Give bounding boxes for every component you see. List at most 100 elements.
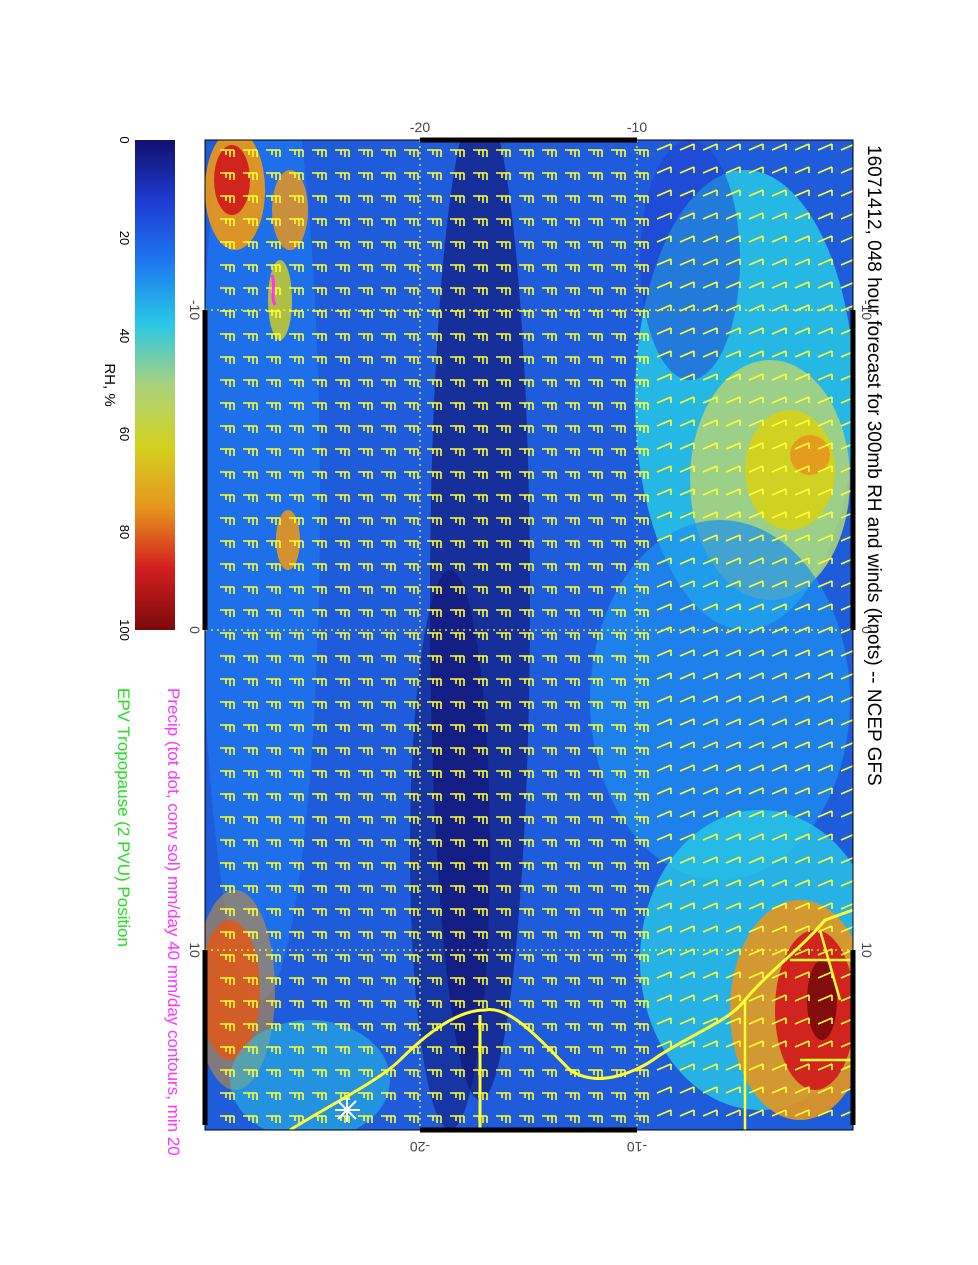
- wind-barb: [634, 1092, 649, 1100]
- wind-barb-stroke: [794, 718, 810, 726]
- wind-barb-stroke: [634, 586, 649, 594]
- wind-barb-stroke: [702, 1109, 718, 1117]
- wind-barb-stroke: [588, 862, 603, 870]
- wind-barb-stroke: [404, 195, 419, 203]
- wind-barb: [817, 350, 833, 358]
- wind-barb-stroke: [542, 494, 557, 502]
- wind-barb: [634, 333, 649, 341]
- wind-barb-stroke: [289, 1069, 304, 1077]
- wind-barb-stroke: [473, 1023, 488, 1031]
- wind-barb: [565, 241, 580, 249]
- wind-barb: [381, 494, 396, 502]
- wind-barb-stroke: [817, 1063, 833, 1071]
- wind-barb: [565, 149, 580, 157]
- rh-blob: [205, 140, 320, 1000]
- wind-barb-stroke: [634, 494, 649, 502]
- wind-barb-stroke: [611, 747, 626, 755]
- top-tick-label: -20: [410, 119, 430, 135]
- wind-barb-stroke: [542, 586, 557, 594]
- wind-barb: [656, 350, 672, 358]
- wind-barb-stroke: [450, 264, 465, 272]
- wind-barb: [404, 862, 419, 870]
- wind-barb-stroke: [611, 563, 626, 571]
- wind-barb: [450, 172, 465, 180]
- wind-barb: [335, 402, 350, 410]
- wind-barb-stroke: [289, 379, 304, 387]
- wind-barb-stroke: [771, 603, 787, 611]
- wind-barb-stroke: [702, 649, 718, 657]
- wind-barb-stroke: [634, 885, 649, 893]
- wind-barb: [588, 471, 603, 479]
- wind-barb: [496, 1115, 511, 1123]
- wind-barb-stroke: [542, 931, 557, 939]
- wind-barb: [404, 908, 419, 916]
- wind-barb-stroke: [771, 580, 787, 588]
- wind-barb: [702, 741, 718, 749]
- wind-barb-stroke: [335, 954, 350, 962]
- wind-barb: [725, 718, 741, 726]
- wind-barb: [519, 609, 534, 617]
- wind-barb: [656, 902, 672, 910]
- wind-barb: [266, 241, 281, 249]
- wind-barb: [312, 471, 327, 479]
- wind-barb: [748, 1017, 764, 1025]
- wind-barb: [702, 304, 718, 312]
- wind-barb-stroke: [519, 287, 534, 295]
- wind-barb: [358, 287, 373, 295]
- wind-barb-stroke: [381, 977, 396, 985]
- wind-barb-stroke: [817, 603, 833, 611]
- wind-barb: [817, 833, 833, 841]
- wind-barb-stroke: [565, 448, 580, 456]
- wind-barb: [496, 816, 511, 824]
- wind-barb: [381, 816, 396, 824]
- wind-barb-stroke: [588, 1115, 603, 1123]
- wind-barb: [702, 1017, 718, 1025]
- wind-barb-stroke: [748, 718, 764, 726]
- wind-barb-stroke: [679, 787, 695, 795]
- wind-barb-stroke: [312, 954, 327, 962]
- wind-barb-stroke: [289, 471, 304, 479]
- wind-barb: [473, 609, 488, 617]
- wind-barb: [220, 816, 235, 824]
- wind-barb: [702, 1086, 718, 1094]
- wind-barb-stroke: [656, 1017, 672, 1025]
- wind-barb: [542, 655, 557, 663]
- wind-barb: [289, 1046, 304, 1054]
- wind-barb-stroke: [679, 994, 695, 1002]
- wind-barb-stroke: [817, 350, 833, 358]
- wind-barb: [565, 586, 580, 594]
- wind-barb-stroke: [473, 172, 488, 180]
- wind-barb-stroke: [542, 448, 557, 456]
- wind-barb-stroke: [381, 816, 396, 824]
- wind-barb: [817, 1017, 833, 1025]
- wind-barb: [611, 1046, 626, 1054]
- wind-barb: [266, 1023, 281, 1031]
- wind-barb-stroke: [634, 563, 649, 571]
- wind-barb-stroke: [381, 333, 396, 341]
- wind-barb-stroke: [519, 1046, 534, 1054]
- wind-barb-stroke: [427, 1023, 442, 1031]
- wind-barb-stroke: [794, 810, 810, 818]
- wind-barb-stroke: [588, 678, 603, 686]
- wind-barb-stroke: [817, 327, 833, 335]
- wind-barb-stroke: [611, 724, 626, 732]
- wind-barb-stroke: [611, 1092, 626, 1100]
- wind-barb: [335, 1023, 350, 1031]
- wind-barb-stroke: [794, 672, 810, 680]
- wind-barb: [634, 425, 649, 433]
- wind-barb: [519, 701, 534, 709]
- wind-barb: [450, 195, 465, 203]
- wind-barb-stroke: [542, 1000, 557, 1008]
- wind-barb: [656, 718, 672, 726]
- wind-barb: [656, 258, 672, 266]
- wind-barb-stroke: [312, 885, 327, 893]
- wind-barb-stroke: [243, 333, 258, 341]
- wind-barb: [220, 793, 235, 801]
- wind-barb: [335, 931, 350, 939]
- wind-barb-stroke: [679, 741, 695, 749]
- wind-barb: [427, 862, 442, 870]
- wind-barb: [358, 1069, 373, 1077]
- wind-barb-stroke: [656, 994, 672, 1002]
- wind-barb-stroke: [817, 212, 833, 220]
- wind-barb: [404, 977, 419, 985]
